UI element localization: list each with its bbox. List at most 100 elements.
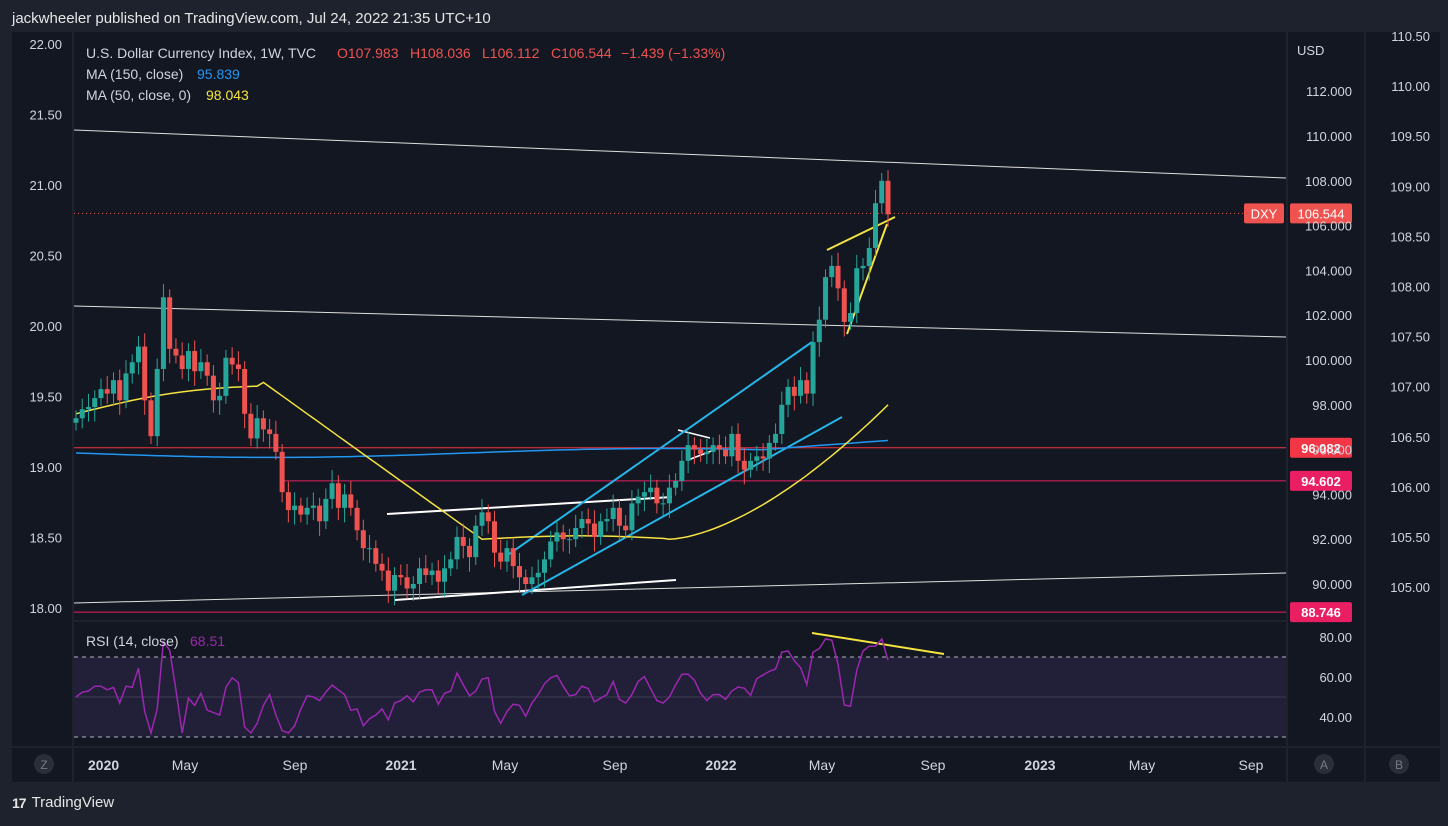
candle-body (535, 572, 541, 578)
candle-body (460, 536, 466, 546)
candle-body (173, 348, 179, 356)
candle-body (704, 451, 710, 455)
b-button[interactable] (1389, 754, 1409, 774)
candle-body (204, 362, 210, 376)
candle-body (154, 368, 160, 437)
candle-body (485, 512, 491, 522)
rsi-band-fill (74, 657, 1286, 737)
candle-body (579, 519, 585, 528)
x-axis-tick: May (492, 757, 518, 773)
candle-body (342, 494, 348, 508)
upper-white-trendline (73, 129, 1287, 179)
candle-body (660, 503, 666, 505)
candle-body (79, 409, 85, 419)
left-axis-tick: 21.50 (29, 108, 62, 123)
right-axis-tick: 107.50 (1390, 330, 1430, 345)
a-button-label: A (1320, 758, 1328, 772)
candle-body (848, 312, 854, 322)
candle-body (92, 398, 98, 408)
candle-body (242, 368, 248, 414)
z-button[interactable] (34, 754, 54, 774)
candle-body (873, 203, 879, 248)
candle-body (566, 539, 572, 541)
candle-body (260, 418, 266, 430)
main-plot-area[interactable] (74, 32, 1286, 620)
candle-body (754, 456, 760, 461)
usd-axis-tick: 104.000 (1305, 263, 1352, 278)
right-axis-tick: 107.00 (1390, 380, 1430, 395)
candle-body (217, 395, 223, 401)
dxy-tag (1244, 203, 1284, 224)
left-axis-tick: 21.00 (29, 178, 62, 193)
legend-ma150-label: MA (150, close) (86, 66, 183, 82)
left-axis-tick: 19.00 (29, 460, 62, 475)
legend-ma50-value: 98.043 (206, 87, 249, 103)
price-tag (1290, 203, 1352, 224)
right-axis-tick: 106.50 (1390, 430, 1430, 445)
ma150-line (75, 439, 889, 459)
candles (73, 170, 891, 606)
candle-body (198, 362, 204, 372)
left-axis-tick: 18.00 (29, 601, 62, 616)
dxy-tag-label: DXY (1251, 206, 1278, 221)
x-axis-tick: May (172, 757, 198, 773)
candle-body (142, 346, 148, 401)
usd-axis-area[interactable] (1288, 32, 1364, 746)
candle-body (616, 507, 622, 526)
candle-body (735, 433, 741, 461)
candle-body (585, 519, 591, 524)
candle-body (210, 375, 216, 401)
candle-body (329, 483, 335, 499)
x-axis-tick: Sep (283, 757, 308, 773)
candle-body (435, 570, 441, 582)
candle-body (760, 456, 766, 459)
x-axis-tick: 2022 (705, 757, 736, 773)
z-button-label: Z (40, 758, 47, 772)
white-support-line (394, 579, 677, 601)
candle-body (110, 380, 116, 394)
candle-body (104, 389, 110, 394)
candle-body (254, 418, 260, 439)
candle-body (473, 525, 479, 558)
candle-body (685, 445, 691, 461)
candle-body (835, 265, 841, 289)
candle-body (285, 492, 291, 511)
candle-body (179, 355, 185, 369)
legend-ma150-value: 95.839 (197, 66, 240, 82)
candle-body (529, 577, 535, 584)
candle-body (298, 505, 304, 515)
candle-body (398, 575, 404, 578)
right-axis-tick: 110.50 (1391, 32, 1430, 44)
candle-body (317, 505, 323, 522)
candle-body (741, 460, 747, 470)
candle-body (273, 433, 279, 452)
candle-body (360, 530, 366, 549)
left-axis-area[interactable] (12, 32, 72, 746)
candle-body (292, 505, 298, 511)
candle-body (854, 268, 860, 313)
usd-axis-tick: 100.000 (1305, 353, 1352, 368)
candle-body (510, 548, 516, 567)
a-button[interactable] (1314, 754, 1334, 774)
x-axis-tick: Sep (603, 757, 628, 773)
usd-axis-tick: 96.000 (1312, 443, 1352, 458)
right-axis-tick: 109.50 (1390, 129, 1430, 144)
candle-body (516, 566, 522, 578)
candle-body (504, 548, 510, 562)
x-axis-tick: 2021 (385, 757, 416, 773)
x-axis-tick: May (809, 757, 835, 773)
time-axis-area[interactable] (74, 748, 1286, 782)
candle-body (610, 507, 616, 520)
candle-body (373, 548, 379, 564)
right-axis-area[interactable] (1366, 32, 1440, 746)
candle-body (673, 480, 679, 488)
right-axis-tick: 106.00 (1390, 480, 1430, 495)
right-axis-tick: 105.00 (1390, 580, 1430, 595)
candle-body (248, 413, 254, 439)
left-axis-tick: 19.50 (29, 390, 62, 405)
candle-body (392, 575, 398, 591)
rsi-plot-area[interactable] (74, 622, 1286, 746)
candle-body (98, 389, 104, 399)
candle-body (604, 519, 610, 522)
